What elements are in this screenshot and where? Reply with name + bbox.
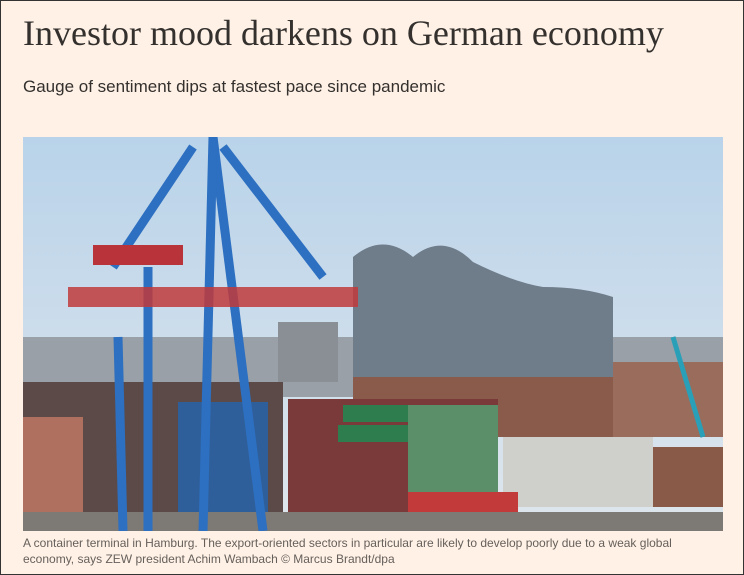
distant-crane — [670, 336, 706, 438]
quay — [23, 512, 723, 531]
building — [278, 322, 338, 382]
container — [343, 405, 413, 422]
crane-cabin — [93, 245, 183, 265]
shed — [503, 437, 653, 507]
headline: Investor mood darkens on German economy — [23, 13, 664, 53]
elbphilharmonie-glass — [353, 244, 613, 387]
standfirst: Gauge of sentiment dips at fastest pace … — [23, 77, 446, 96]
crane-leg — [198, 137, 218, 531]
crane-girder — [68, 287, 358, 307]
building — [613, 362, 723, 437]
container — [338, 425, 408, 442]
building — [653, 447, 723, 507]
crane-leg — [208, 137, 268, 531]
photo — [23, 137, 723, 531]
crane-leg — [113, 336, 128, 531]
crane-boom — [219, 144, 327, 280]
crane — [109, 137, 327, 531]
container-stack — [408, 405, 498, 495]
photo-caption: A container terminal in Hamburg. The exp… — [23, 536, 672, 566]
